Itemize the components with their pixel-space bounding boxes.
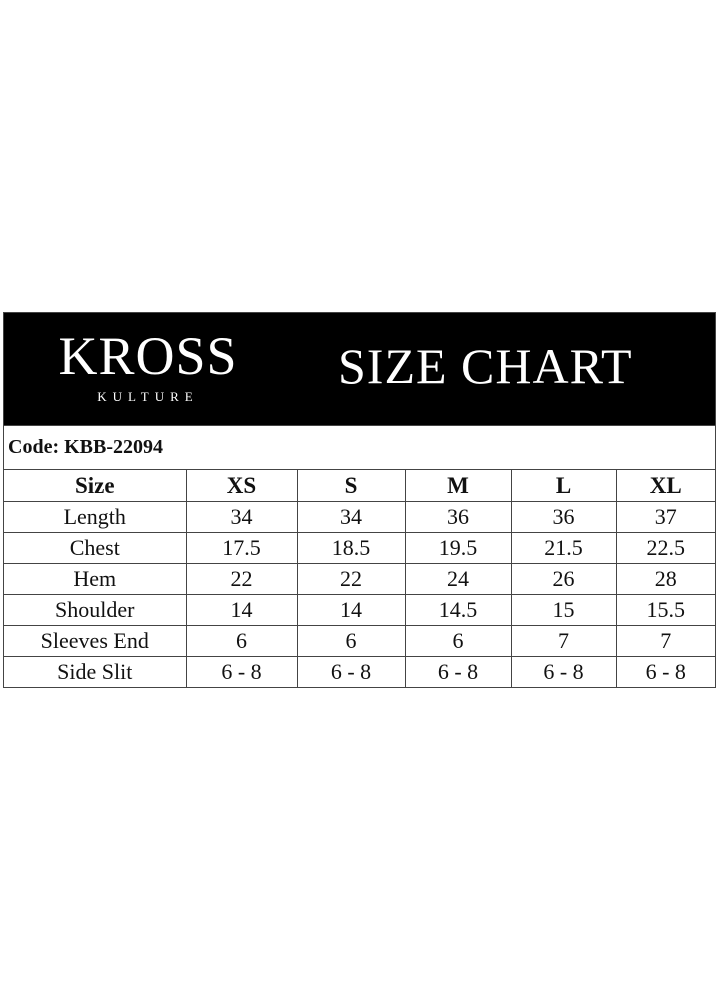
table-row: Length 34 34 36 36 37 xyxy=(4,501,715,533)
product-code: Code: KBB-22094 xyxy=(4,425,715,469)
logo-sub-text: KULTURE xyxy=(97,389,199,404)
row-label: Chest xyxy=(4,532,187,564)
table-row: Shoulder 14 14 14.5 15 15.5 xyxy=(4,594,715,626)
table-cell: 34 xyxy=(185,501,298,533)
row-label: Hem xyxy=(4,563,187,595)
column-header: L xyxy=(510,469,617,502)
table-cell: 6 - 8 xyxy=(615,656,715,687)
table-cell: 22 xyxy=(296,563,406,595)
table-row: Sleeves End 6 6 6 7 7 xyxy=(4,625,715,657)
table-cell: 14 xyxy=(185,594,298,626)
table-cell: 6 xyxy=(404,625,512,657)
row-label: Sleeves End xyxy=(4,625,187,657)
size-table: Size XS S M L XL Length 34 34 36 36 37 Chest 17.5 18.… xyxy=(4,469,715,687)
row-label: Length xyxy=(4,501,187,533)
table-cell: 6 xyxy=(296,625,406,657)
table-cell: 19.5 xyxy=(404,532,512,564)
brand-logo: KROSS KULTURE xyxy=(58,327,238,411)
table-cell: 7 xyxy=(615,625,715,657)
table-cell: 7 xyxy=(510,625,617,657)
table-cell: 14 xyxy=(296,594,406,626)
table-header-row: Size XS S M L XL xyxy=(4,469,715,502)
table-cell: 14.5 xyxy=(404,594,512,626)
table-cell: 34 xyxy=(296,501,406,533)
table-cell: 26 xyxy=(510,563,617,595)
table-cell: 6 - 8 xyxy=(296,656,406,687)
table-cell: 21.5 xyxy=(510,532,617,564)
column-header: XS xyxy=(185,469,298,502)
table-cell: 6 - 8 xyxy=(510,656,617,687)
column-header: M xyxy=(404,469,512,502)
table-cell: 6 - 8 xyxy=(185,656,298,687)
table-cell: 18.5 xyxy=(296,532,406,564)
table-cell: 6 - 8 xyxy=(404,656,512,687)
logo-main-text: KROSS xyxy=(58,326,238,386)
table-cell: 28 xyxy=(615,563,715,595)
table-cell: 17.5 xyxy=(185,532,298,564)
table-cell: 15 xyxy=(510,594,617,626)
page-title: SIZE CHART xyxy=(338,338,633,394)
table-row: Chest 17.5 18.5 19.5 21.5 22.5 xyxy=(4,532,715,564)
column-header: S xyxy=(296,469,406,502)
row-label: Side Slit xyxy=(4,656,187,687)
table-cell: 37 xyxy=(615,501,715,533)
table-cell: 24 xyxy=(404,563,512,595)
row-label: Shoulder xyxy=(4,594,187,626)
table-cell: 6 xyxy=(185,625,298,657)
table-cell: 36 xyxy=(510,501,617,533)
size-chart: KROSS KULTURE SIZE CHART Code: KBB-22094… xyxy=(3,312,716,688)
table-cell: 22 xyxy=(185,563,298,595)
header-banner: KROSS KULTURE SIZE CHART xyxy=(4,313,715,425)
table-cell: 36 xyxy=(404,501,512,533)
table-row: Hem 22 22 24 26 28 xyxy=(4,563,715,595)
column-header: XL xyxy=(615,469,715,502)
column-header: Size xyxy=(4,469,187,502)
table-cell: 22.5 xyxy=(615,532,715,564)
table-cell: 15.5 xyxy=(615,594,715,626)
